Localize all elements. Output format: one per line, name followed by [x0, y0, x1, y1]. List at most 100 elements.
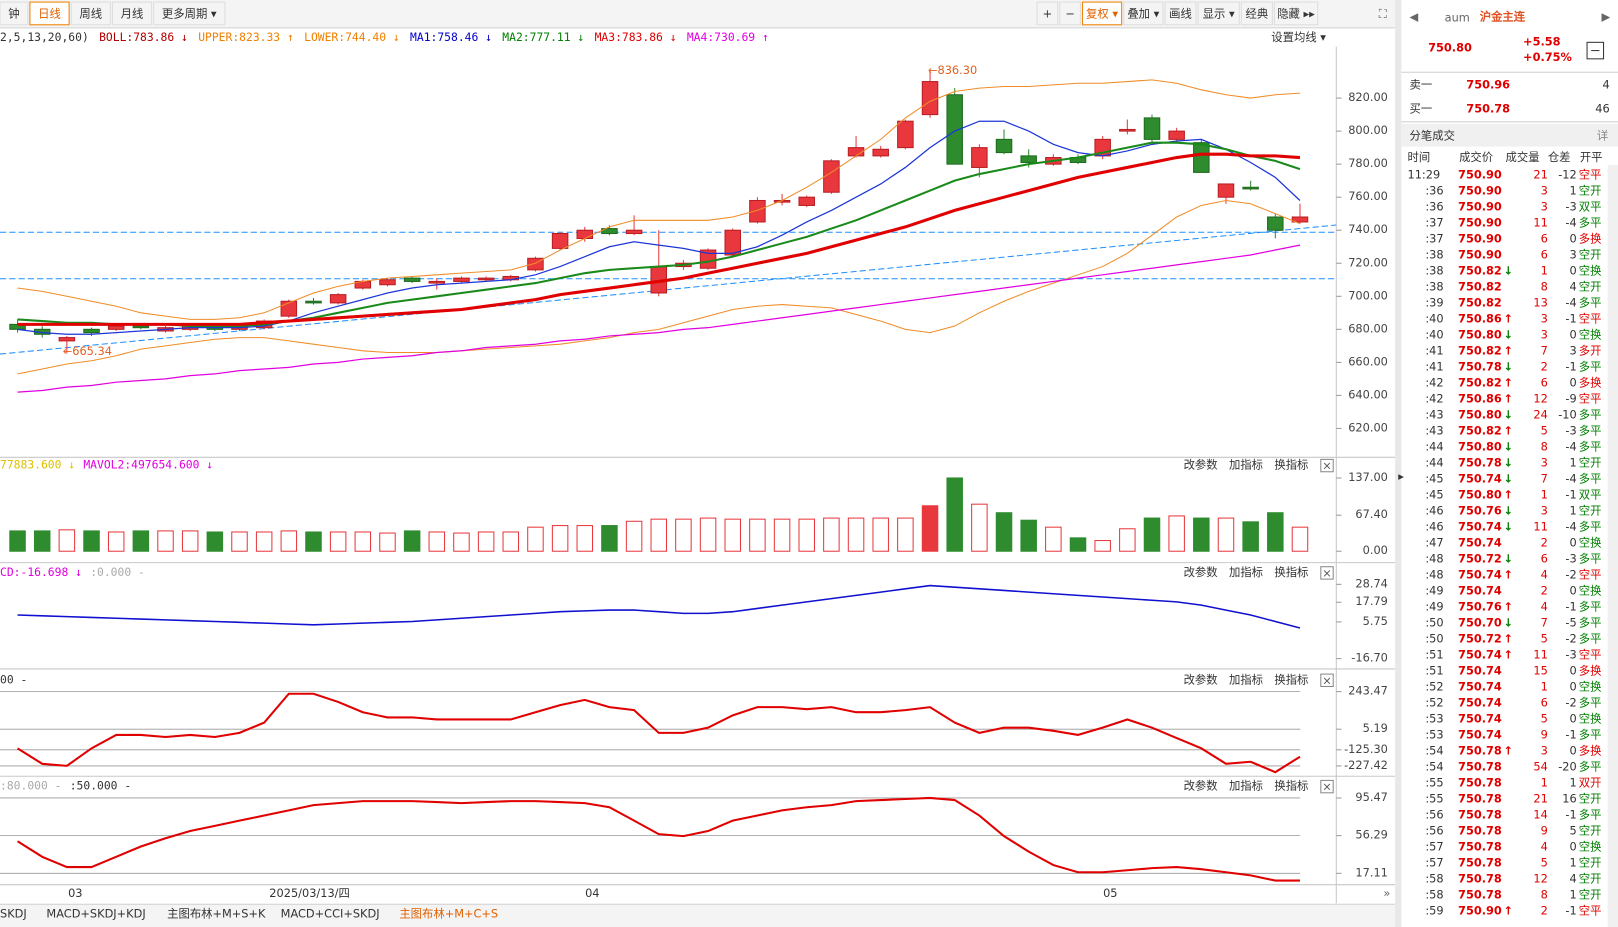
indicator-tab[interactable]: 主图布林+M+S+K	[167, 907, 266, 921]
indicator-line	[17, 79, 1301, 320]
tool-button[interactable]	[1036, 1, 1059, 26]
tool-button[interactable]	[1059, 1, 1081, 26]
detail-button[interactable]: 详	[1597, 128, 1608, 142]
panel-button[interactable]: 换指标	[1274, 458, 1308, 472]
trade-type: 双平	[1579, 199, 1602, 213]
close-button[interactable]	[1320, 458, 1334, 473]
candle-body	[83, 328, 100, 334]
trade-arrow: ↑	[1503, 391, 1513, 405]
y-tick-label: 5.19	[1363, 721, 1388, 735]
panel-button[interactable]: 加指标	[1229, 779, 1263, 793]
panel-button[interactable]: 换指标	[1274, 779, 1308, 793]
trade-arrow: ↑	[1503, 568, 1513, 582]
tool-button[interactable]	[1081, 1, 1123, 26]
panel-button[interactable]: 加指标	[1229, 565, 1263, 579]
period-tab-label[interactable]: 更多周期 ▾	[162, 6, 217, 20]
trade-price: 750.80	[1458, 487, 1502, 501]
trade-oi-change: -4	[1565, 520, 1576, 534]
indicator-tab[interactable]: 主图布林+M+C+S	[399, 907, 498, 921]
prev-arrow[interactable]: ◀	[1410, 10, 1419, 24]
trade-time: :36	[1425, 183, 1443, 197]
scrollbar[interactable]	[1607, 165, 1618, 927]
tool-button[interactable]	[1123, 1, 1164, 26]
tool-button[interactable]	[1197, 1, 1240, 26]
fullscreen-icon[interactable]: ⛶	[1379, 6, 1387, 20]
high-annotation: ←836.30	[928, 63, 977, 77]
period-tab[interactable]	[111, 1, 153, 26]
tool-button-label[interactable]: 显示 ▾	[1203, 6, 1235, 20]
trade-arrow: ↑	[1503, 648, 1513, 662]
close-button[interactable]	[1320, 673, 1334, 687]
panel-button[interactable]: 加指标	[1229, 672, 1263, 686]
trade-type: 空开	[1579, 455, 1602, 469]
indicator-tab[interactable]: SKDJ	[0, 907, 27, 921]
trade-oi-change: -3	[1565, 423, 1576, 437]
period-tab[interactable]	[153, 1, 226, 26]
tool-button-label[interactable]: +	[1043, 6, 1053, 20]
close-button[interactable]	[1320, 566, 1334, 580]
panel-button[interactable]: 换指标	[1274, 672, 1308, 686]
indicator-value: MA2:777.11 ↓	[502, 30, 584, 44]
indicator-tab[interactable]: MACD+CCI+SKDJ	[281, 907, 380, 921]
trade-volume: 3	[1541, 504, 1548, 518]
trade-time: :43	[1425, 407, 1443, 421]
trade-oi-change: 0	[1570, 327, 1577, 341]
close-button[interactable]	[1320, 779, 1334, 794]
tool-button-label[interactable]: 经典	[1245, 6, 1268, 20]
period-tab[interactable]	[29, 1, 70, 26]
tool-button-label[interactable]: 叠加 ▾	[1127, 6, 1159, 20]
book-price: 750.78	[1466, 101, 1510, 115]
panel-button[interactable]: 改参数	[1184, 779, 1219, 793]
trade-time: :42	[1425, 391, 1443, 405]
trade-type: 多平	[1579, 295, 1602, 309]
column-header: 时间	[1407, 150, 1430, 164]
trade-type: 多换	[1579, 231, 1602, 245]
panel-button[interactable]: 改参数	[1184, 565, 1219, 579]
trade-volume: 3	[1541, 199, 1548, 213]
panel-button[interactable]: 加指标	[1229, 458, 1263, 472]
panel-button[interactable]: 改参数	[1184, 672, 1219, 686]
trade-arrow: ↑	[1503, 632, 1513, 646]
period-tab[interactable]	[70, 1, 111, 26]
tool-button-label[interactable]: 画线	[1169, 6, 1192, 20]
tool-button-label[interactable]: 隐藏 ▸▸	[1277, 6, 1315, 20]
trade-type: 空换	[1579, 840, 1602, 854]
trade-volume: 4	[1541, 600, 1548, 614]
indicator-line	[16, 692, 1301, 774]
trade-price: 750.78	[1458, 760, 1502, 774]
x-axis-label: 2025/03/13/四	[269, 886, 350, 900]
indicator-tab[interactable]: MACD+SKDJ+KDJ	[46, 907, 145, 921]
y-tick-label: 800.00	[1348, 123, 1388, 137]
volume-bar	[502, 531, 520, 552]
trade-time: :47	[1425, 536, 1443, 550]
tool-button-label[interactable]: −	[1065, 6, 1075, 20]
tool-button-label[interactable]: 复权 ▾	[1086, 6, 1118, 20]
period-tab-label[interactable]: 周线	[79, 6, 102, 20]
contract-name: 沪金主连	[1480, 10, 1526, 24]
splitter-arrow[interactable]: ▸	[1398, 469, 1404, 483]
volume-bar	[1267, 512, 1284, 552]
tool-button[interactable]	[1240, 1, 1273, 26]
splitter[interactable]	[1395, 0, 1402, 927]
set-ma-button[interactable]: 设置均线 ▾	[1271, 30, 1326, 44]
volume-bar	[1291, 526, 1309, 552]
trade-type: 空开	[1579, 183, 1602, 197]
panel-button[interactable]: 改参数	[1184, 458, 1219, 472]
tool-button[interactable]	[1164, 1, 1197, 26]
tool-button[interactable]	[1273, 1, 1319, 26]
trade-time: :41	[1425, 359, 1443, 373]
trade-type: 空换	[1579, 680, 1602, 694]
panel-button[interactable]: 换指标	[1274, 565, 1308, 579]
next-arrow[interactable]: ▶	[1601, 10, 1610, 24]
collapse-button[interactable]	[1586, 41, 1605, 60]
trade-volume: 9	[1541, 824, 1548, 838]
period-tab-label[interactable]: 钟	[8, 6, 19, 20]
trade-price: 750.82	[1458, 279, 1502, 293]
trade-type: 空开	[1579, 504, 1602, 518]
scroll-arrow[interactable]: »	[1383, 886, 1390, 900]
trade-price: 750.74	[1458, 471, 1502, 485]
indicator-line	[17, 141, 1301, 328]
period-tab[interactable]	[0, 1, 29, 26]
period-tab-label[interactable]: 日线	[38, 6, 61, 20]
period-tab-label[interactable]: 月线	[121, 6, 144, 20]
